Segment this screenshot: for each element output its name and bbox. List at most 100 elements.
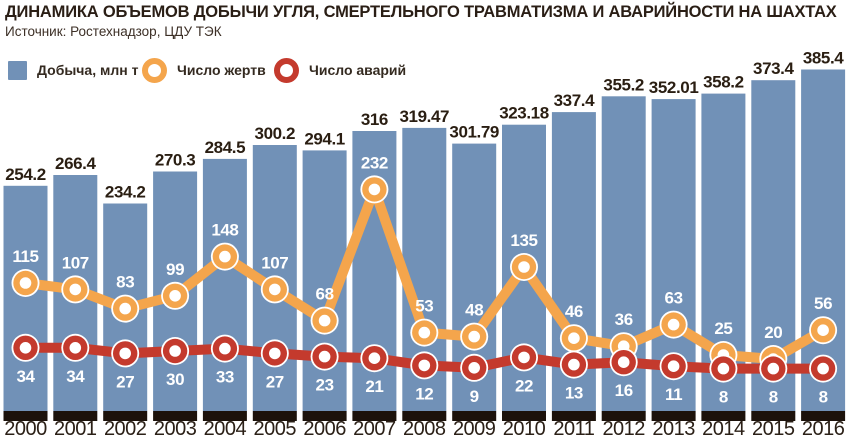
bar-2016	[801, 69, 846, 411]
point-value-victims-2013: 63	[665, 289, 683, 308]
point-value-accidents-2008: 12	[415, 384, 433, 403]
legend-label-victims: Число жертв	[177, 62, 266, 78]
page-title: ДИНАМИКА ОБЪЕМОВ ДОБЫЧИ УГЛЯ, СМЕРТЕЛЬНО…	[5, 3, 837, 21]
point-value-victims-2001: 107	[62, 253, 89, 272]
bar-base-2003	[153, 411, 198, 421]
bar-value-2012: 355.2	[603, 75, 644, 94]
year-label-2001: 2001	[54, 418, 97, 436]
bar-base-2002	[103, 411, 148, 421]
bar-base-2013	[651, 411, 696, 421]
point-value-victims-2009: 48	[465, 301, 483, 320]
point-value-accidents-2009: 9	[470, 387, 479, 406]
bar-base-2006	[302, 411, 347, 421]
year-label-2011: 2011	[553, 418, 594, 436]
bar-base-2014	[701, 411, 746, 421]
year-label-2014: 2014	[702, 418, 745, 436]
bar-value-2011: 337.4	[554, 91, 595, 110]
marker-accidents-2005	[260, 339, 289, 368]
legend-label-production: Добыча, млн т	[37, 62, 139, 78]
year-label-2012: 2012	[602, 418, 645, 436]
bar-value-2005: 300.2	[255, 124, 296, 143]
year-label-2004: 2004	[204, 418, 247, 436]
marker-victims-2011	[559, 324, 588, 353]
bar-value-2000: 254.2	[5, 165, 46, 184]
legend-item-victims: Число жертв	[142, 56, 266, 84]
bar-base-2016	[801, 411, 846, 421]
marker-accidents-2009	[460, 353, 489, 382]
marker-accidents-2001	[61, 333, 90, 362]
point-value-victims-2000: 115	[12, 247, 38, 266]
source-note: Источник: Ростехнадзор, ЦДУ ТЭК	[5, 24, 222, 39]
bar-value-2009: 301.79	[449, 123, 499, 142]
marker-victims-2007	[360, 175, 389, 204]
point-value-accidents-2000: 34	[16, 367, 35, 386]
point-value-accidents-2005: 27	[266, 372, 284, 391]
marker-victims-2008	[410, 318, 439, 347]
marker-victims-2004	[210, 242, 239, 271]
marker-victims-2005	[260, 275, 289, 304]
point-value-accidents-2014: 8	[719, 388, 728, 407]
point-value-accidents-2003: 30	[166, 370, 184, 389]
bar-base-2000	[3, 411, 48, 421]
bar-base-2005	[252, 411, 297, 421]
point-value-victims-2011: 46	[565, 302, 583, 321]
bar-value-2007: 316	[361, 110, 388, 129]
marker-accidents-2000	[11, 333, 40, 362]
bar-value-2001: 266.4	[55, 154, 96, 173]
bar-value-2013: 352.01	[649, 78, 699, 97]
marker-accidents-2004	[210, 334, 239, 363]
year-label-2003: 2003	[154, 418, 197, 436]
ring-swatch-red-icon	[274, 57, 299, 83]
marker-accidents-2010	[510, 343, 538, 372]
point-value-victims-2014: 25	[714, 319, 732, 338]
year-label-2006: 2006	[303, 418, 346, 436]
legend-item-accidents: Число аварий	[274, 56, 406, 84]
point-value-accidents-2002: 27	[116, 372, 134, 391]
point-value-accidents-2011: 13	[565, 384, 583, 403]
point-value-victims-2015: 20	[764, 323, 782, 342]
marker-victims-2016	[809, 316, 838, 345]
bar-value-2010: 323.18	[499, 104, 549, 123]
marker-accidents-2014	[709, 354, 738, 383]
marker-victims-2003	[161, 281, 190, 310]
bar-value-2006: 294.1	[304, 129, 345, 148]
year-label-2008: 2008	[403, 418, 446, 436]
marker-accidents-2012	[609, 348, 638, 377]
marker-accidents-2006	[310, 342, 339, 371]
bar-base-2011	[551, 411, 596, 421]
marker-accidents-2002	[111, 339, 140, 368]
bar-value-2014: 358.2	[703, 73, 744, 92]
year-label-2002: 2002	[104, 418, 147, 436]
bar-base-2015	[751, 411, 796, 421]
bar-value-2016: 385.4	[803, 49, 844, 68]
point-value-victims-2003: 99	[166, 260, 184, 279]
bar-2004	[202, 158, 247, 411]
point-value-accidents-2013: 11	[665, 385, 682, 404]
bar-2000	[3, 185, 48, 411]
marker-victims-2010	[510, 253, 538, 281]
marker-victims-2009	[460, 322, 489, 351]
bar-swatch-icon	[8, 60, 27, 80]
bar-base-2012	[601, 411, 646, 421]
year-label-2013: 2013	[652, 418, 695, 436]
ring-swatch-orange-icon	[142, 57, 167, 83]
year-label-2000: 2000	[4, 418, 47, 436]
marker-accidents-2003	[161, 337, 190, 365]
legend-label-accidents: Число аварий	[309, 62, 407, 78]
point-value-victims-2007: 232	[361, 153, 388, 172]
bar-base-2008	[402, 411, 447, 421]
point-value-accidents-2012: 16	[615, 381, 633, 400]
point-value-victims-2008: 53	[415, 297, 433, 316]
marker-victims-2013	[659, 310, 688, 339]
legend-item-production: Добыча, млн т	[8, 56, 138, 84]
bar-value-2003: 270.3	[155, 151, 196, 170]
marker-accidents-2007	[360, 344, 389, 373]
year-label-2016: 2016	[802, 418, 845, 436]
marker-victims-2002	[111, 294, 140, 323]
marker-accidents-2013	[659, 352, 688, 381]
year-label-2009: 2009	[453, 418, 496, 436]
point-value-victims-2006: 68	[316, 285, 334, 304]
point-value-victims-2010: 135	[510, 231, 537, 250]
